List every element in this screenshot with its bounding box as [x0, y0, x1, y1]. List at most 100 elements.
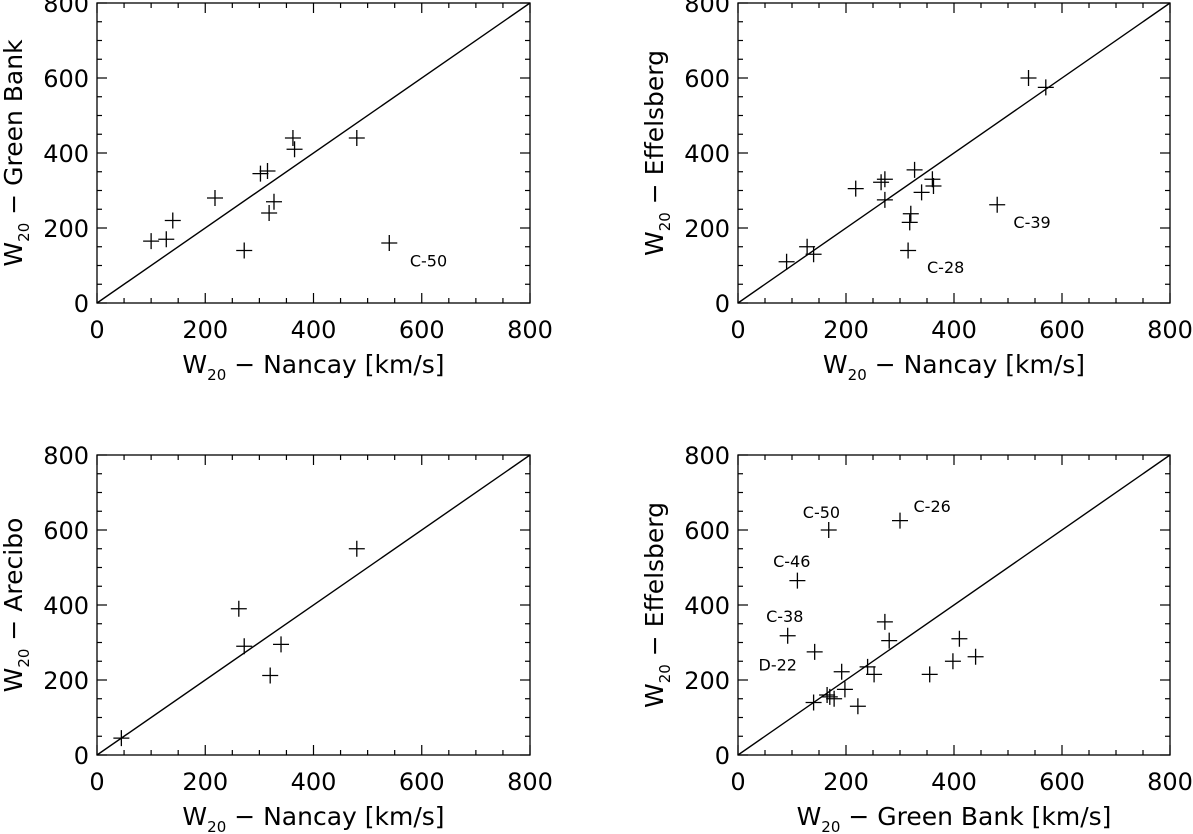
y-tick-label: 200: [684, 667, 730, 695]
x-tick-label: 0: [730, 768, 745, 796]
data-point: [906, 161, 923, 178]
data-point: [286, 141, 303, 158]
x-tick-label: 0: [89, 768, 104, 796]
point-annotation: C-50: [803, 503, 840, 522]
data-point: [876, 191, 893, 208]
x-tick-label: 600: [399, 768, 445, 796]
data-point: [876, 171, 893, 188]
data-point: [924, 171, 941, 188]
data-point: [262, 667, 279, 684]
x-tick-label: 200: [823, 768, 869, 796]
data-point: [164, 212, 181, 229]
x-axis-label: W20 − Nancay [km/s]: [182, 802, 444, 834]
data-point: [951, 630, 968, 647]
x-tick-label: 800: [507, 768, 553, 796]
x-tick-label: 400: [291, 768, 337, 796]
x-tick-label: 800: [1147, 316, 1193, 344]
data-point: [259, 163, 276, 179]
data-point: [836, 681, 853, 698]
data-point: [821, 688, 838, 705]
identity-line: [737, 2, 1171, 304]
x-tick-label: 200: [182, 768, 228, 796]
data-point: [849, 698, 866, 715]
data-point: [348, 130, 365, 146]
data-point: [261, 205, 278, 221]
data-point: [273, 636, 290, 653]
x-tick-label: 0: [730, 316, 745, 344]
data-point: [873, 174, 890, 191]
data-point: [902, 205, 919, 222]
y-axis-label: W20 − Green Bank: [0, 39, 33, 267]
x-tick-label: 200: [182, 316, 228, 344]
data-point: [820, 522, 837, 538]
x-tick-label: 600: [1039, 768, 1085, 796]
data-point: [876, 613, 893, 630]
scatter-panel-1: 00 200 200 400 400 600 600 800 800 C-50 W20 − Nanc…: [0, 0, 553, 384]
y-axis-label: W20 − Effelsberg: [640, 50, 674, 256]
data-point: [265, 193, 282, 210]
y-tick-label: 0: [715, 742, 730, 770]
x-tick-label: 400: [931, 768, 977, 796]
data-point: [113, 730, 130, 747]
identity-line: [737, 454, 1171, 756]
point-annotation: C-38: [766, 607, 803, 626]
y-tick-label: 600: [684, 65, 730, 93]
data-point: [819, 687, 836, 703]
y-tick-label: 0: [74, 742, 89, 770]
data-point: [806, 643, 823, 660]
data-point: [1037, 79, 1054, 96]
y-tick-label: 600: [43, 517, 89, 545]
x-tick-label: 800: [1147, 768, 1193, 796]
data-point: [779, 627, 796, 644]
y-tick-label: 400: [43, 140, 89, 168]
data-point: [789, 572, 806, 589]
data-point: [900, 242, 917, 259]
identity-line: [96, 454, 531, 756]
identity-line: [96, 2, 531, 304]
scatter-panel-4: 00 200 200 400 400 600 600 800 800 C-26 C-50 C-46 C-…: [640, 442, 1193, 834]
x-tick-label: 800: [507, 316, 553, 344]
scatter-panel-3: 00 200 200 400 400 600 600 800 800 W20 − Nancay […: [0, 442, 553, 834]
y-tick-label: 800: [684, 0, 730, 18]
y-tick-label: 0: [715, 290, 730, 318]
data-point: [348, 540, 365, 557]
point-annotation: C-50: [410, 251, 447, 270]
y-tick-label: 800: [684, 442, 730, 470]
data-point: [236, 242, 253, 259]
point-annotation: C-26: [914, 497, 951, 516]
data-point: [252, 165, 269, 182]
x-tick-label: 400: [291, 316, 337, 344]
y-axis-label: W20 − Arecibo: [0, 518, 33, 693]
data-point: [989, 196, 1006, 213]
x-tick-label: 400: [931, 316, 977, 344]
data-point: [859, 658, 876, 675]
data-point: [230, 600, 247, 617]
y-tick-label: 800: [43, 442, 89, 470]
data-point: [892, 512, 908, 529]
data-point: [158, 231, 175, 248]
y-tick-label: 0: [74, 290, 89, 318]
data-point: [799, 238, 816, 255]
y-tick-label: 200: [43, 667, 89, 695]
point-annotation: C-39: [1013, 213, 1050, 232]
x-tick-label: 600: [399, 316, 445, 344]
data-point: [847, 180, 864, 197]
y-tick-label: 800: [43, 0, 89, 18]
data-point: [778, 253, 795, 270]
data-point: [284, 130, 301, 146]
x-axis-label: W20 − Nancay [km/s]: [182, 350, 444, 384]
data-point: [826, 690, 843, 707]
y-tick-label: 200: [684, 215, 730, 243]
data-point: [381, 235, 398, 251]
data-point: [901, 214, 918, 231]
data-point: [881, 632, 898, 649]
y-tick-label: 400: [43, 592, 89, 620]
data-point: [913, 184, 930, 201]
x-tick-label: 600: [1039, 316, 1085, 344]
point-annotation: D-22: [759, 656, 797, 675]
data-point: [805, 246, 822, 263]
data-point: [925, 178, 942, 194]
x-axis-label: W20 − Green Bank [km/s]: [797, 802, 1112, 834]
point-annotation: C-46: [773, 552, 810, 571]
